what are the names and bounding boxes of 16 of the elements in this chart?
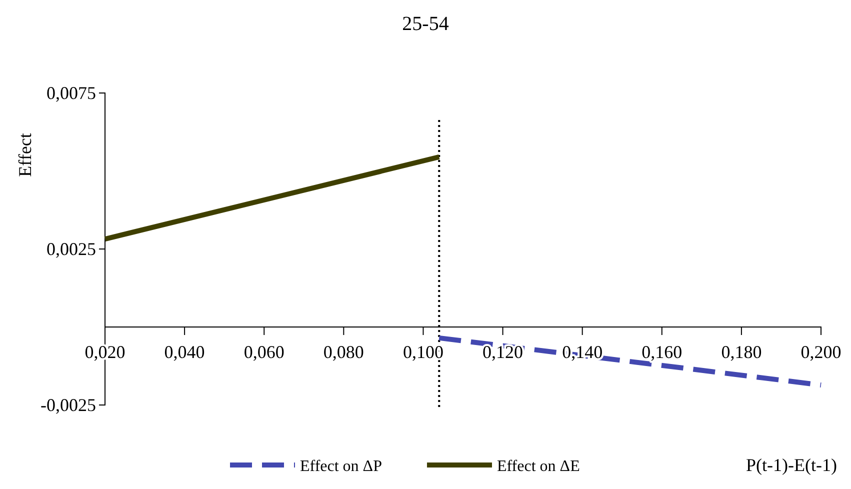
y-tick-label: 0,0075 — [46, 82, 96, 103]
y-tick-label: -0,0025 — [40, 394, 96, 415]
x-tick-label: 0,100 — [402, 342, 444, 362]
x-axis-title: P(t-1)-E(t-1) — [746, 455, 838, 475]
x-tick-label: 0,060 — [244, 342, 284, 362]
x-tick-label: 0,160 — [642, 342, 682, 362]
x-tick-label: 0,080 — [323, 342, 364, 362]
x-tick-label: 0,200 — [800, 342, 842, 362]
legend-label: Effect on ΔP — [300, 458, 382, 475]
legend-label: Effect on ΔE — [496, 458, 580, 475]
y-tick-label: 0,0025 — [46, 238, 96, 259]
x-tick-label: 0,180 — [721, 342, 762, 362]
y-axis-title: Effect — [15, 133, 35, 177]
x-tick-label: 0,120 — [482, 342, 524, 362]
x-tick-label: 0,040 — [164, 342, 205, 362]
chart-title: 25-54 — [402, 13, 449, 35]
